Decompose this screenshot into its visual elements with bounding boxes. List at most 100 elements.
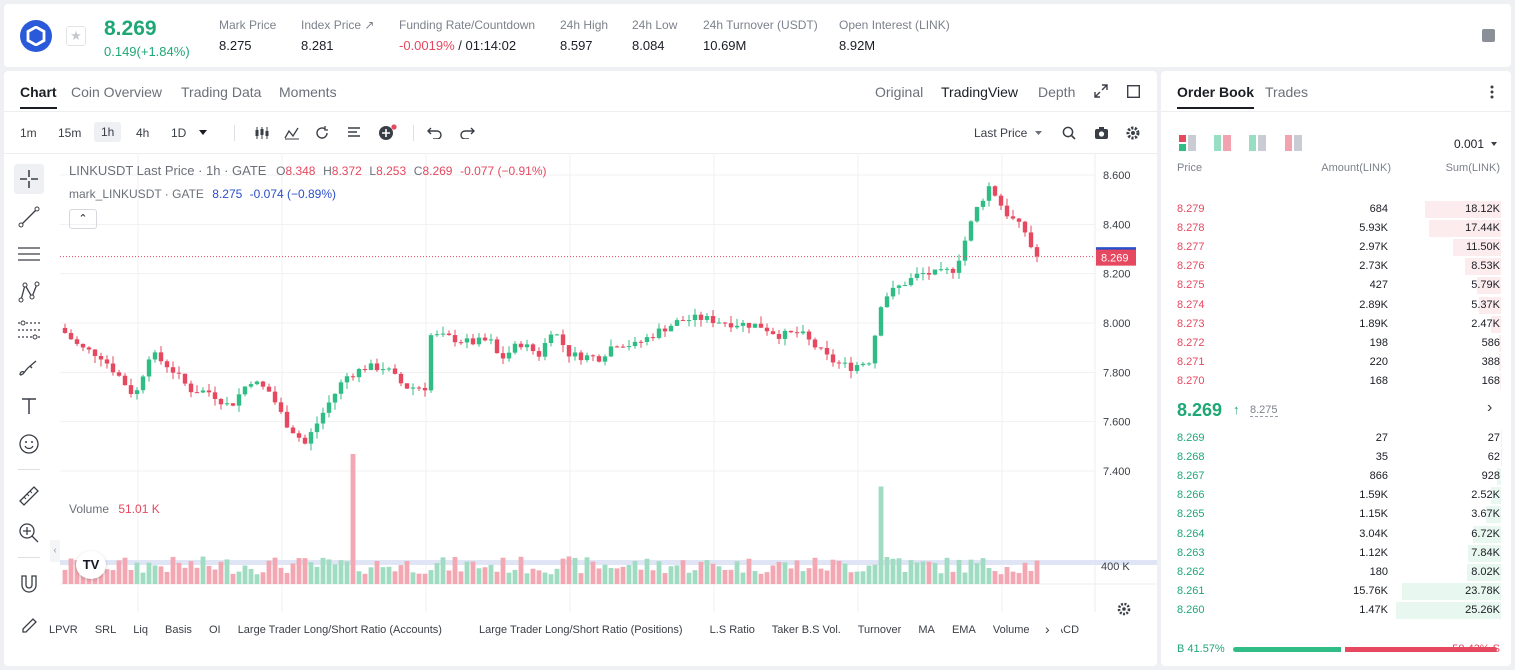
bid-row[interactable]: 8.264 3.04K 6.72K xyxy=(1161,525,1511,544)
search-icon[interactable] xyxy=(1062,126,1076,140)
scroll-right-chevron-icon[interactable]: › xyxy=(1045,621,1061,637)
interval-1h[interactable]: 1h xyxy=(94,122,122,142)
price-source-select[interactable]: Last Price xyxy=(974,126,1028,140)
templates-icon[interactable] xyxy=(347,127,361,139)
guide-book-icon[interactable] xyxy=(1482,29,1495,42)
tab-trading-data[interactable]: Trading Data xyxy=(181,84,262,100)
redo-icon[interactable] xyxy=(459,127,475,139)
volume-bar xyxy=(386,566,392,584)
zoom-in-icon[interactable] xyxy=(14,518,44,548)
ask-row[interactable]: 8.277 2.97K 11.50K xyxy=(1161,238,1511,257)
view-asks-icon[interactable] xyxy=(1285,135,1302,151)
tab-moments[interactable]: Moments xyxy=(279,84,337,100)
candle-body xyxy=(788,330,794,333)
lock-drawing-icon[interactable] xyxy=(14,607,44,637)
indicator-liq[interactable]: Liq xyxy=(133,624,148,636)
volume-bar xyxy=(506,572,512,584)
view-bids-icon[interactable] xyxy=(1249,135,1266,151)
precision-select[interactable]: 0.001 xyxy=(1454,137,1485,151)
indicator-large-trader-positions[interactable]: Large Trader Long/Short Ratio (Positions… xyxy=(478,624,683,636)
bid-row[interactable]: 8.267 866 928 xyxy=(1161,467,1511,486)
bid-row[interactable]: 8.260 1.47K 25.26K xyxy=(1161,601,1511,620)
undo-icon[interactable] xyxy=(427,127,443,139)
crosshair-tool-icon[interactable] xyxy=(14,164,44,194)
candle-body xyxy=(488,339,494,341)
interval-1m[interactable]: 1m xyxy=(20,126,37,140)
replay-icon[interactable] xyxy=(315,126,329,140)
indicators-icon[interactable] xyxy=(284,126,300,140)
bid-row[interactable]: 8.266 1.59K 2.52K xyxy=(1161,486,1511,505)
trend-line-tool-icon[interactable] xyxy=(14,202,44,232)
chevron-down-icon[interactable] xyxy=(199,130,207,135)
ask-row[interactable]: 8.276 2.73K 8.53K xyxy=(1161,257,1511,276)
ask-row[interactable]: 8.273 1.89K 2.47K xyxy=(1161,315,1511,334)
tab-coin-overview[interactable]: Coin Overview xyxy=(71,84,163,100)
magnet-icon[interactable] xyxy=(14,569,44,599)
ask-row[interactable]: 8.274 2.89K 5.37K xyxy=(1161,296,1511,315)
indicator-taker-bs-vol[interactable]: Taker B.S Vol. xyxy=(771,624,841,636)
order-price: 8.275 xyxy=(1177,279,1205,292)
ask-row[interactable]: 8.278 5.93K 17.44K xyxy=(1161,219,1511,238)
horizontal-lines-tool-icon[interactable] xyxy=(14,239,44,269)
bid-row[interactable]: 8.262 180 8.02K xyxy=(1161,563,1511,582)
bid-row[interactable]: 8.269 27 27 xyxy=(1161,429,1511,448)
candle-body xyxy=(650,337,656,339)
text-tool-icon[interactable] xyxy=(14,391,44,421)
indicator-lpvr[interactable]: LPVR xyxy=(49,624,78,636)
collapse-legend-chevron-up-icon[interactable]: ⌃ xyxy=(69,209,97,229)
view-tradingview[interactable]: TradingView xyxy=(941,84,1019,100)
bid-row[interactable]: 8.263 1.12K 7.84K xyxy=(1161,544,1511,563)
emoji-tool-icon[interactable] xyxy=(14,429,44,459)
collapse-toolbar-arrow-icon[interactable]: ‹ xyxy=(50,540,60,562)
view-original[interactable]: Original xyxy=(875,84,924,100)
view-both-icon[interactable] xyxy=(1179,135,1196,151)
fullscreen-icon[interactable] xyxy=(1094,84,1108,98)
indicator-ema[interactable]: EMA xyxy=(951,624,976,636)
indicator-large-trader-accounts[interactable]: Large Trader Long/Short Ratio (Accounts) xyxy=(237,624,442,636)
price-chart[interactable]: 8.600 8.400 8.200 8.000 7.800 7.600 7.400 8.275… xyxy=(60,154,1157,612)
brush-tool-icon[interactable] xyxy=(14,353,44,383)
interval-1d[interactable]: 1D xyxy=(171,126,187,140)
ask-row[interactable]: 8.270 168 168 xyxy=(1161,372,1511,391)
bid-row[interactable]: 8.265 1.15K 3.67K xyxy=(1161,505,1511,524)
fib-tool-icon[interactable] xyxy=(14,315,44,345)
indicator-oi[interactable]: OI xyxy=(209,624,221,636)
ask-row[interactable]: 8.279 684 18.12K xyxy=(1161,200,1511,219)
view-depth[interactable]: Depth xyxy=(1038,84,1076,100)
bid-row[interactable]: 8.261 15.76K 23.78K xyxy=(1161,582,1511,601)
chart-settings-icon[interactable] xyxy=(1117,602,1131,616)
screenshot-camera-icon[interactable] xyxy=(1094,126,1109,140)
candle-body xyxy=(380,369,386,371)
indicator-ls-ratio[interactable]: L.S Ratio xyxy=(709,624,755,636)
more-options-icon[interactable] xyxy=(1490,85,1494,99)
settings-gear-icon[interactable] xyxy=(1126,126,1140,140)
stat-index-price[interactable]: Index Price ↗ 8.281 xyxy=(301,18,375,53)
tab-trades[interactable]: Trades xyxy=(1265,84,1309,100)
candles-icon[interactable] xyxy=(254,126,270,140)
indicator-basis[interactable]: Basis xyxy=(165,624,192,636)
indicator-volume[interactable]: Volume xyxy=(992,624,1030,636)
tab-order-book[interactable]: Order Book xyxy=(1177,84,1255,109)
indicator-ma[interactable]: MA xyxy=(918,624,935,636)
order-amount: 2.97K xyxy=(1359,241,1388,254)
ask-row[interactable]: 8.275 427 5.79K xyxy=(1161,276,1511,295)
chevron-right-icon[interactable]: › xyxy=(1487,399,1493,416)
volume-bar xyxy=(122,557,128,584)
add-indicator-icon[interactable] xyxy=(378,124,398,141)
chevron-down-icon[interactable] xyxy=(1035,131,1042,135)
ask-row[interactable]: 8.271 220 388 xyxy=(1161,353,1511,372)
chevron-down-icon[interactable] xyxy=(1491,142,1497,146)
volume-bar xyxy=(344,561,350,584)
window-icon[interactable] xyxy=(1127,85,1140,98)
indicator-turnover[interactable]: Turnover xyxy=(857,624,902,636)
ask-row[interactable]: 8.272 198 586 xyxy=(1161,334,1511,353)
tab-chart[interactable]: Chart xyxy=(20,84,57,109)
indicator-srl[interactable]: SRL xyxy=(94,624,117,636)
bid-row[interactable]: 8.268 35 62 xyxy=(1161,448,1511,467)
interval-15m[interactable]: 15m xyxy=(58,126,82,140)
measure-ruler-icon[interactable] xyxy=(14,481,44,511)
view-split-icon[interactable] xyxy=(1214,135,1231,151)
pattern-tool-icon[interactable] xyxy=(14,277,44,307)
favorite-star-icon[interactable]: ★ xyxy=(66,26,86,46)
interval-4h[interactable]: 4h xyxy=(136,126,150,140)
